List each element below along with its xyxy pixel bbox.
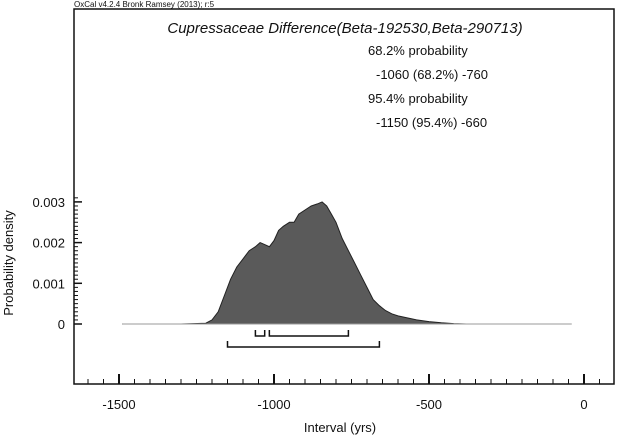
range-bracket [226, 341, 381, 348]
x-tick-label: -1000 [257, 397, 290, 412]
y-axis-label: Probability density [1, 210, 16, 316]
range-bracket [268, 330, 350, 337]
x-tick-label: -500 [416, 397, 442, 412]
y-tick-label: 0.003 [32, 195, 65, 210]
y-tick-label: 0.001 [32, 276, 65, 291]
range-68-text: -1060 (68.2%) -760 [376, 67, 488, 82]
range-68-label: 68.2% probability [368, 43, 468, 58]
range-95-label: 95.4% probability [368, 91, 468, 106]
x-tick-label: 0 [580, 397, 587, 412]
range-bracket [254, 330, 266, 337]
credit-label: OxCal v4.2.4 Bronk Ramsey (2013); r:5 [74, 0, 215, 9]
plot-frame [73, 8, 615, 385]
range-95-text: -1150 (95.4%) -660 [376, 115, 487, 130]
x-axis-label: Interval (yrs) [304, 420, 376, 435]
y-tick-label: 0.002 [32, 236, 65, 251]
x-tick-label: -1500 [102, 397, 135, 412]
chart-title: Cupressaceae Difference(Beta-192530,Beta… [167, 20, 522, 37]
density-area [122, 201, 572, 325]
y-tick-label: 0 [58, 317, 65, 332]
